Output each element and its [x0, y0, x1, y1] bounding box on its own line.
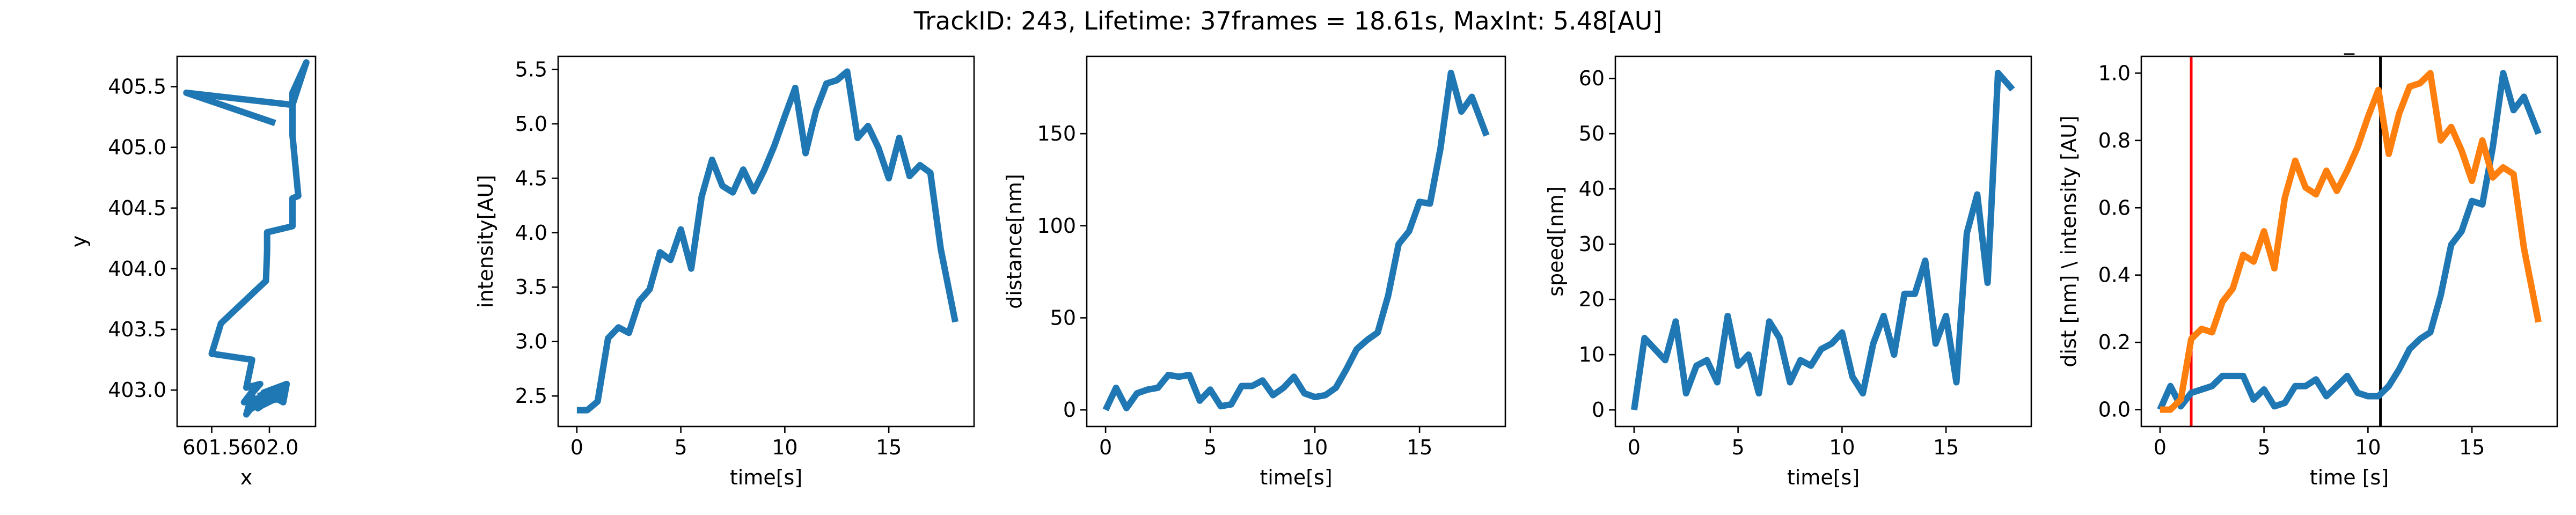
- intensity-chart: 0 5 10 15 2.5 3.0 3.5 4.0 4.5 5.0 5.5 time[s] intens…: [474, 56, 974, 489]
- trajectory-ytick-label-1: 403.5: [108, 318, 166, 341]
- intensity-ytick-label-4: 4.5: [515, 166, 547, 190]
- distance-xtick-label-1: 5: [1204, 436, 1217, 459]
- normalized-chart: 0 5 10 15 0.0 0.2 0.4 0.6 0.8 1.0 time [s] dist [nm…: [2057, 31, 2557, 489]
- distance-ytick-label-2: 100: [1037, 214, 1076, 238]
- intensity-axes-frame: [558, 56, 974, 426]
- trajectory-xtick-label-1: 602.0: [240, 436, 299, 459]
- speed-ytick-label-5: 50: [1579, 122, 1605, 145]
- normalized-ytick-label-2: 0.4: [2098, 263, 2131, 287]
- normalized-top-label: _: [2344, 31, 2355, 55]
- distance-ytick-label-3: 150: [1037, 122, 1076, 145]
- speed-xlabel: time[s]: [1787, 466, 1860, 489]
- speed-xtick-label-2: 10: [1829, 436, 1855, 459]
- distance-ylabel: distance[nm]: [1002, 174, 1026, 309]
- intensity-ytick-label-5: 5.0: [515, 112, 547, 136]
- normalized-xtick-label-0: 0: [2154, 436, 2167, 459]
- speed-xtick-label-3: 15: [1933, 436, 1959, 459]
- trajectory-ytick-label-0: 403.0: [108, 378, 166, 402]
- distance-xlabel: time[s]: [1260, 466, 1332, 489]
- normalized-ytick-label-5: 1.0: [2098, 61, 2131, 85]
- intensity-xtick-label-2: 10: [772, 436, 797, 459]
- intensity-ytick-label-6: 5.5: [515, 57, 547, 81]
- intensity-xtick-label-1: 5: [675, 436, 687, 459]
- speed-xtick-label-1: 5: [1732, 436, 1745, 459]
- normalized-ylabel: dist [nm] \ intensity [AU]: [2057, 115, 2081, 367]
- trajectory-xlabel: x: [240, 466, 253, 489]
- normalized-ytick-label-3: 0.6: [2098, 196, 2131, 219]
- trajectory-ytick-label-5: 405.5: [108, 75, 166, 99]
- speed-ytick-label-0: 0: [1592, 398, 1605, 422]
- distance-series-0-line: [1106, 73, 1487, 410]
- speed-ytick-label-1: 10: [1579, 343, 1605, 366]
- intensity-ytick-label-1: 3.0: [515, 330, 547, 354]
- intensity-ytick-label-0: 2.5: [515, 384, 547, 408]
- trajectory-series-0-line: [186, 62, 306, 414]
- speed-xtick-label-0: 0: [1628, 436, 1641, 459]
- normalized-ytick-label-1: 0.2: [2098, 330, 2131, 354]
- normalized-ytick-label-0: 0.0: [2098, 398, 2131, 422]
- speed-series-0-line: [1634, 73, 2012, 410]
- trajectory-ytick-label-4: 405.0: [108, 136, 166, 159]
- distance-xtick-label-0: 0: [1099, 436, 1112, 459]
- speed-ylabel: speed[nm]: [1544, 186, 1568, 297]
- distance-ytick-label-1: 50: [1050, 306, 1076, 329]
- normalized-series-0-line: [2160, 73, 2538, 409]
- intensity-xtick-label-0: 0: [570, 436, 583, 459]
- distance-ytick-label-0: 0: [1063, 398, 1076, 422]
- normalized-xtick-label-2: 10: [2355, 436, 2381, 459]
- intensity-ytick-label-2: 3.5: [515, 275, 547, 299]
- normalized-series-1-line: [2160, 73, 2538, 409]
- trajectory-ytick-label-3: 404.5: [108, 196, 166, 220]
- intensity-xlabel: time[s]: [730, 466, 802, 489]
- speed-ytick-label-3: 30: [1579, 232, 1605, 256]
- normalized-xtick-label-3: 15: [2459, 436, 2485, 459]
- speed-ytick-label-2: 20: [1579, 288, 1605, 311]
- trajectory-xtick-label-0: 601.5: [182, 436, 241, 459]
- intensity-xtick-label-3: 15: [876, 436, 902, 459]
- intensity-series-0-line: [577, 71, 955, 410]
- intensity-ytick-label-3: 4.0: [515, 221, 547, 245]
- trajectory-ytick-label-2: 404.0: [108, 257, 166, 281]
- trajectory-ylabel: y: [67, 236, 91, 248]
- distance-xtick-label-2: 10: [1302, 436, 1328, 459]
- speed-ytick-label-4: 40: [1579, 177, 1605, 201]
- normalized-xlabel: time [s]: [2310, 466, 2389, 489]
- speed-ytick-label-6: 60: [1579, 67, 1605, 90]
- normalized-ytick-label-4: 0.8: [2098, 129, 2131, 152]
- distance-xtick-label-3: 15: [1407, 436, 1432, 459]
- figure-title: TrackID: 243, Lifetime: 37frames = 18.61…: [913, 6, 1663, 35]
- normalized-xtick-label-1: 5: [2258, 436, 2271, 459]
- intensity-ylabel: intensity[AU]: [474, 175, 497, 308]
- speed-chart: 0 5 10 15 0 10 20 30 40 50 60 time[s] speed[nm]: [1544, 56, 2031, 489]
